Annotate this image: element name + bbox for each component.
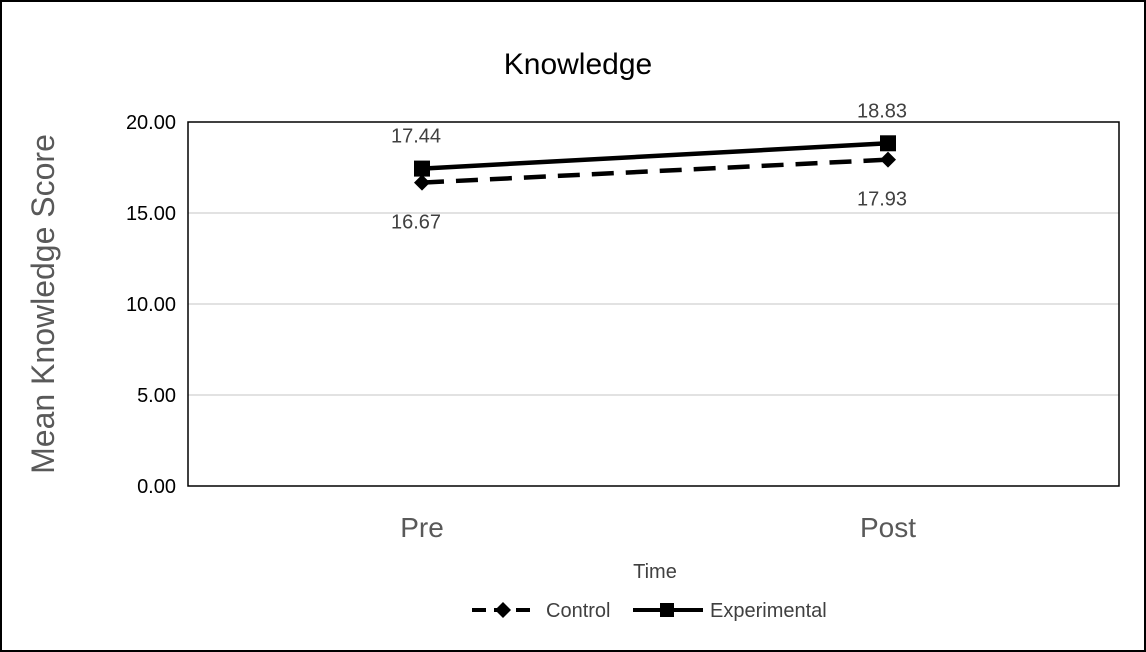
data-label-control: 17.93 bbox=[857, 189, 907, 211]
chart-title: Knowledge bbox=[504, 48, 652, 81]
series-line-control bbox=[421, 157, 889, 185]
plot-area bbox=[187, 121, 1120, 487]
y-tick-label: 10.00 bbox=[126, 294, 176, 316]
point-control bbox=[414, 174, 430, 191]
legend-control-label: Control bbox=[546, 600, 610, 622]
series-line-experimental bbox=[421, 141, 889, 171]
x-tick-label: Post bbox=[860, 512, 916, 543]
data-label-control: 16.67 bbox=[391, 212, 441, 234]
gridlines bbox=[188, 212, 1119, 396]
x-axis-ticks: Pre Post bbox=[400, 512, 916, 543]
data-label-experimental: 18.83 bbox=[857, 100, 907, 122]
legend-experimental-square-icon bbox=[660, 603, 674, 617]
y-axis-ticks: 0.00 5.00 10.00 15.00 20.00 bbox=[126, 112, 176, 498]
point-experimental bbox=[880, 135, 896, 152]
point-control bbox=[880, 151, 896, 168]
y-tick-label: 0.00 bbox=[137, 476, 176, 498]
legend-experimental-label: Experimental bbox=[710, 600, 827, 622]
y-tick-label: 5.00 bbox=[137, 385, 176, 407]
data-labels: 16.67 17.93 17.44 18.83 bbox=[391, 100, 907, 233]
legend: Control Experimental bbox=[472, 600, 827, 622]
legend-control-diamond-icon bbox=[495, 602, 511, 618]
series-lines bbox=[414, 135, 896, 191]
data-label-experimental: 17.44 bbox=[391, 126, 441, 148]
x-tick-label: Pre bbox=[400, 512, 444, 543]
point-experimental bbox=[414, 160, 430, 177]
y-tick-label: 20.00 bbox=[126, 112, 176, 134]
y-axis-label: Mean Knowledge Score bbox=[25, 134, 61, 474]
y-tick-label: 15.00 bbox=[126, 203, 176, 225]
x-axis-label: Time bbox=[633, 561, 677, 583]
